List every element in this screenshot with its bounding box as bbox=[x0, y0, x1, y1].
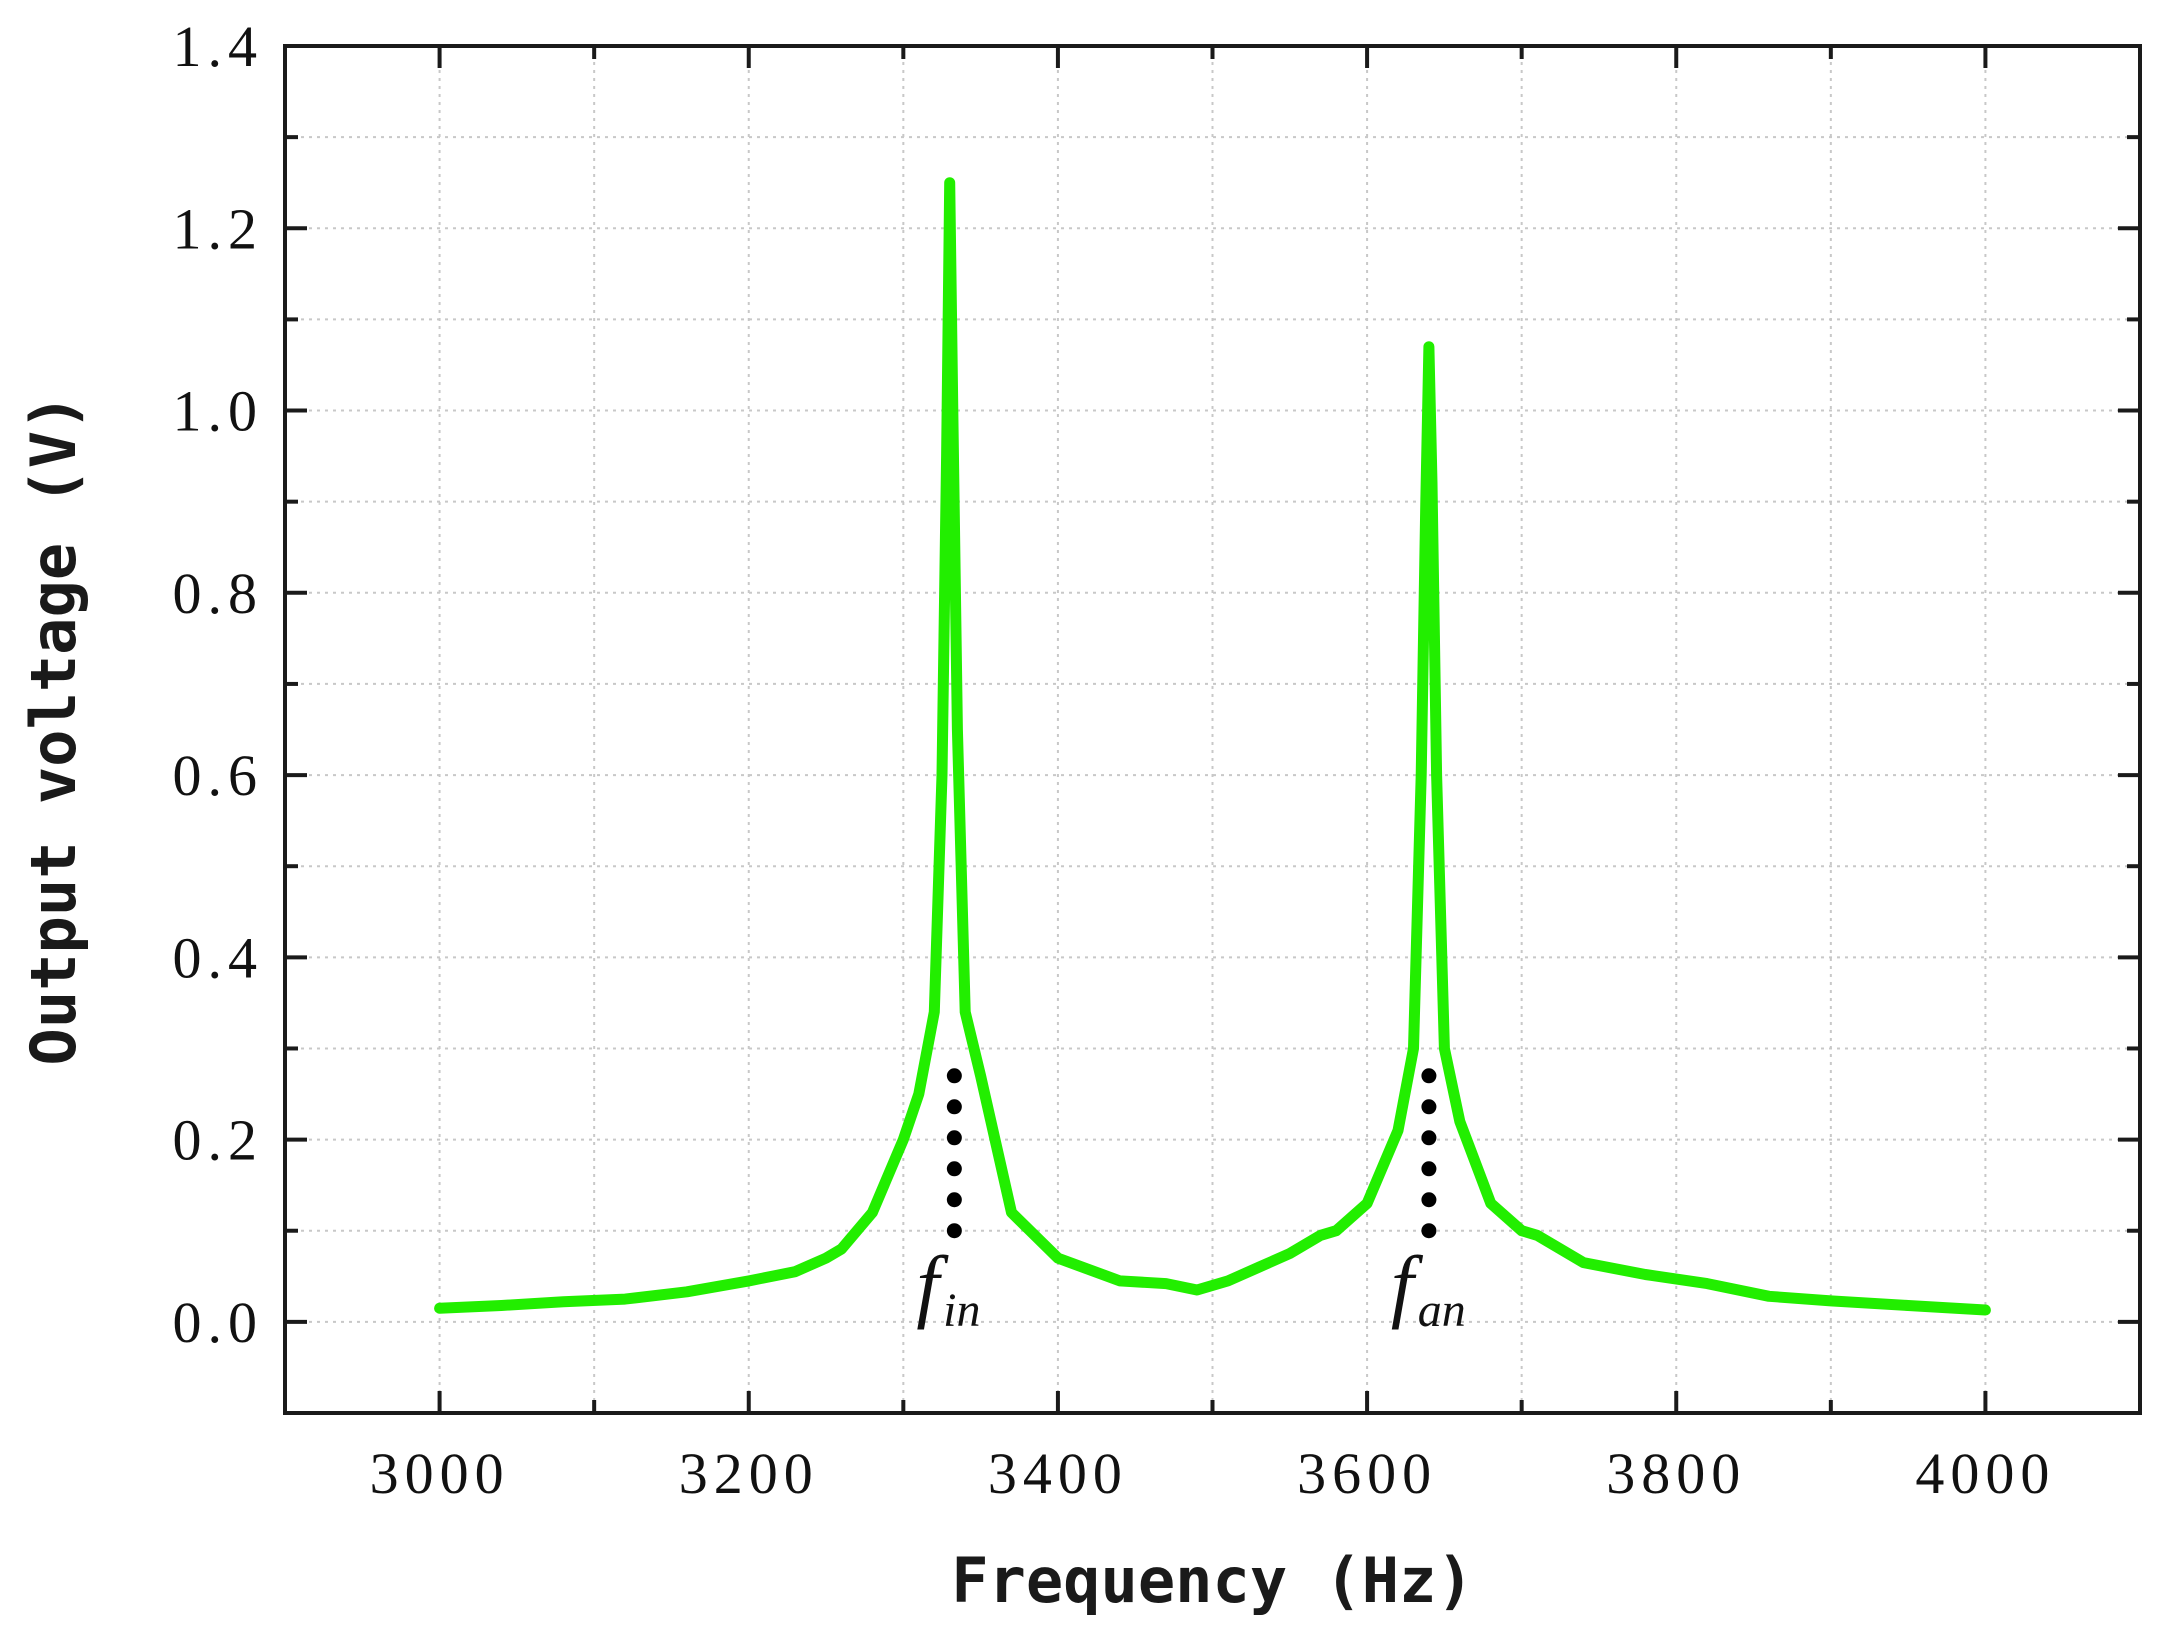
y-tick-label: 0.6 bbox=[173, 743, 264, 808]
x-tick-label: 3000 bbox=[370, 1441, 510, 1506]
annotation-dot bbox=[946, 1099, 962, 1115]
annotation-dot bbox=[1421, 1161, 1437, 1177]
y-tick-label: 0.0 bbox=[173, 1290, 264, 1355]
x-axis-title: Frequency (Hz) bbox=[951, 1544, 1474, 1617]
x-tick-label: 3800 bbox=[1606, 1441, 1746, 1506]
annotation-dot bbox=[1421, 1223, 1437, 1239]
annotation-label: fan bbox=[1391, 1239, 1466, 1337]
x-tick-label: 3600 bbox=[1297, 1441, 1437, 1506]
y-tick-label: 1.2 bbox=[173, 196, 264, 261]
annotation-layer: fin fan bbox=[916, 1068, 1466, 1337]
grid-layer bbox=[285, 46, 2140, 1413]
annotation-dot bbox=[1421, 1192, 1437, 1208]
y-tick-label: 1.0 bbox=[173, 379, 264, 444]
x-tick-label: 3200 bbox=[679, 1441, 819, 1506]
annotation-dot bbox=[946, 1130, 962, 1146]
annotation-dot bbox=[1421, 1068, 1437, 1084]
annotation-dot bbox=[946, 1223, 962, 1239]
y-axis-title: Output voltage (V) bbox=[17, 394, 90, 1066]
series-layer bbox=[434, 177, 1991, 1316]
annotation-dot bbox=[946, 1192, 962, 1208]
annotation-dot bbox=[1421, 1099, 1437, 1115]
y-tick-label: 1.4 bbox=[173, 14, 264, 79]
tick-layer: 3000 3200 3400 3600 3800 4000 0.0 0.2 0.4 0.6 0.8 1… bbox=[173, 14, 2140, 1506]
series-line bbox=[434, 177, 1991, 1316]
annotation-dot bbox=[946, 1068, 962, 1084]
y-tick-label: 0.8 bbox=[173, 561, 264, 626]
y-tick-label: 0.4 bbox=[173, 925, 264, 990]
annotation-label: fin bbox=[916, 1239, 980, 1337]
x-tick-label: 4000 bbox=[1915, 1441, 2055, 1506]
x-tick-label: 3400 bbox=[988, 1441, 1128, 1506]
annotation-dot bbox=[1421, 1130, 1437, 1146]
y-tick-label: 0.2 bbox=[173, 1108, 264, 1173]
annotation-dot bbox=[946, 1161, 962, 1177]
